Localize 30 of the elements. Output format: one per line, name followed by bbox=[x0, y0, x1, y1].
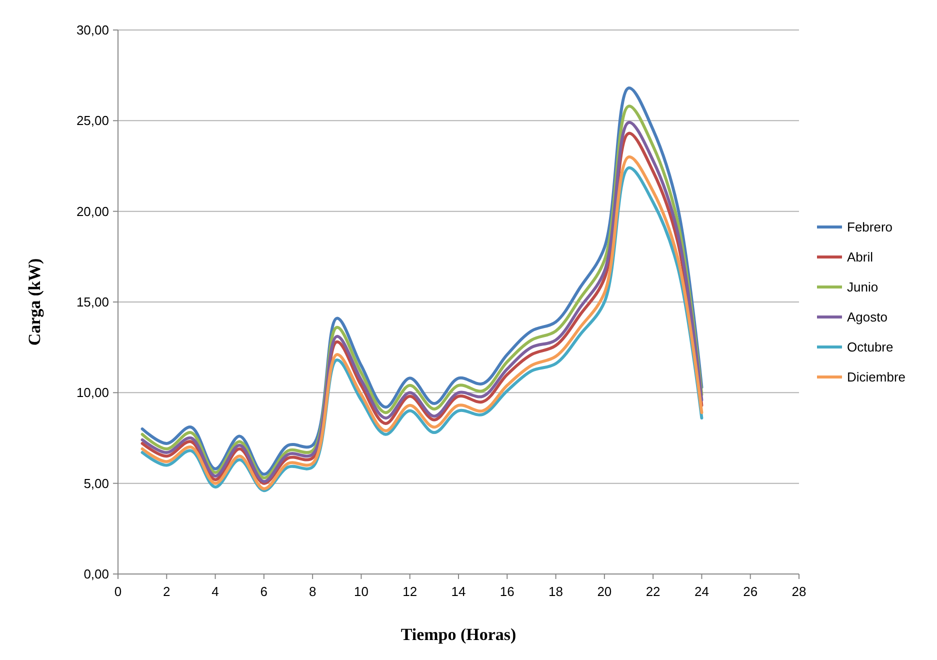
x-tick-label: 0 bbox=[114, 584, 122, 599]
y-tick-label: 25,00 bbox=[76, 113, 109, 128]
x-tick-label: 2 bbox=[163, 584, 170, 599]
x-tick-label: 18 bbox=[548, 584, 564, 599]
y-tick-label: 30,00 bbox=[76, 22, 109, 38]
x-tick-label: 24 bbox=[694, 584, 709, 599]
y-tick-label: 20,00 bbox=[76, 204, 109, 219]
x-tick-label: 8 bbox=[308, 584, 316, 599]
x-tick-label: 6 bbox=[260, 584, 268, 599]
x-tick-label: 10 bbox=[354, 584, 368, 599]
y-axis-title: Carga (kW) bbox=[25, 258, 44, 346]
legend-label: Febrero bbox=[847, 220, 893, 235]
x-axis-title: Tiempo (Horas) bbox=[400, 625, 516, 644]
x-tick-label: 12 bbox=[402, 584, 418, 599]
x-tick-label: 26 bbox=[743, 584, 758, 599]
legend-label: Junio bbox=[847, 280, 878, 295]
x-tick-label: 16 bbox=[500, 584, 514, 599]
x-tick-label: 22 bbox=[646, 584, 660, 599]
x-tick-label: 28 bbox=[792, 584, 806, 599]
x-tick-label: 4 bbox=[212, 584, 219, 599]
legend-label: Abril bbox=[847, 250, 874, 265]
y-tick-label: 15,00 bbox=[76, 294, 109, 310]
legend-label: Agosto bbox=[847, 310, 888, 325]
legend-label: Octubre bbox=[847, 340, 894, 355]
y-tick-label: 5,00 bbox=[84, 476, 109, 491]
legend-label: Diciembre bbox=[847, 370, 906, 385]
x-tick-label: 20 bbox=[597, 584, 612, 599]
y-tick-label: 0,00 bbox=[84, 566, 109, 582]
y-tick-label: 10,00 bbox=[76, 385, 109, 400]
x-tick-label: 14 bbox=[451, 584, 466, 599]
